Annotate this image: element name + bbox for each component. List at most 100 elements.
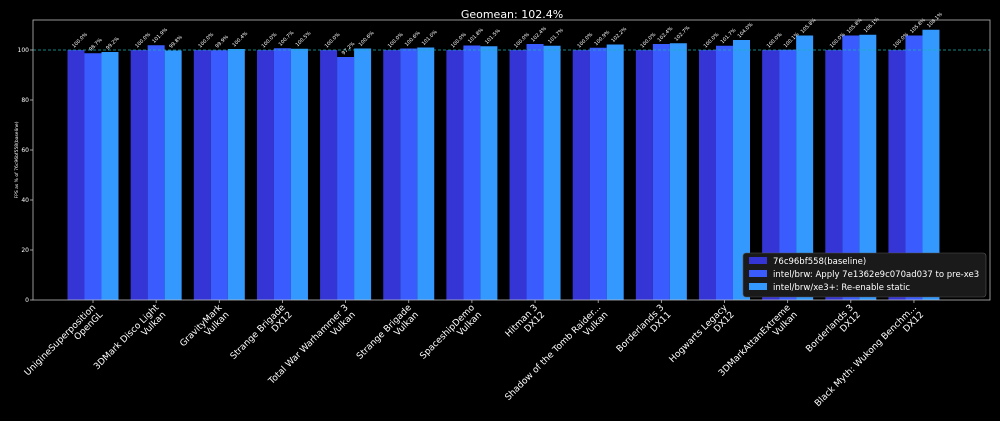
bar-0-series-1 [84, 53, 102, 300]
bar-1-series-2 [164, 50, 182, 300]
bar-8-series-2 [606, 44, 624, 300]
legend-entry: intel/brw: Apply 7e1362e9c070ad037 to pr… [773, 270, 979, 280]
x-tick-label: Borderlands 3DX12 [804, 303, 863, 362]
bar-13-series-1 [905, 35, 923, 300]
bar-11-series-2 [796, 35, 814, 300]
data-label: 100.5% [295, 30, 313, 48]
data-label: 101.7% [547, 27, 565, 45]
bar-12-series-1 [842, 35, 860, 300]
bar-4-series-0 [320, 50, 338, 300]
bar-2-series-2 [227, 49, 245, 300]
legend-swatch [749, 270, 767, 277]
bar-11-series-1 [779, 49, 797, 300]
bar-12-series-0 [825, 50, 843, 300]
data-label: 100.0% [197, 32, 215, 50]
x-tick-label: Hitman 3DX12 [504, 303, 547, 346]
data-label: 100.6% [358, 30, 376, 48]
legend-box [742, 252, 987, 298]
data-label: 102.7% [674, 25, 692, 43]
x-tick-label: Borderlands 3DX11 [615, 303, 674, 362]
data-label: 100.4% [231, 31, 249, 49]
bar-13-series-2 [922, 29, 940, 300]
bar-7-series-2 [543, 45, 561, 300]
bar-5-series-1 [400, 48, 418, 300]
bar-8-series-1 [589, 47, 607, 300]
data-label: 100.0% [324, 32, 342, 50]
x-tick-label-line: Hogwarts Legacy [668, 303, 730, 365]
legend-entry: 76c96bf558(baseline) [773, 257, 866, 267]
bar-3-series-2 [290, 48, 308, 300]
x-tick-label-line: 3DMark Disco Light [92, 303, 161, 372]
bar-10-series-1 [716, 45, 733, 300]
x-tick-label: Strange BrigadeDX12 [229, 303, 295, 369]
bar-7-series-1 [526, 44, 544, 300]
plot-bars [67, 29, 940, 300]
y-tick-label: 20 [21, 247, 29, 254]
y-axis-label: FPS as % of 76c96bf558(baseline) [14, 121, 20, 198]
y-tick-label: 60 [21, 147, 29, 154]
data-label: 100.9% [593, 29, 611, 47]
x-tick-label: Strange BrigadeVulkan [355, 303, 421, 369]
bar-6-series-2 [480, 46, 498, 300]
bar-7-series-0 [509, 50, 527, 300]
bar-5-series-2 [417, 47, 435, 300]
data-label: 102.4% [530, 26, 548, 44]
bar-13-series-0 [888, 50, 906, 300]
bar-10-series-2 [733, 40, 750, 300]
bar-11-series-0 [762, 50, 780, 300]
data-label: 100.0% [576, 32, 594, 50]
data-label: 99.2% [105, 36, 121, 52]
bar-1-series-0 [130, 50, 148, 300]
x-tick-label-line: Black Myth: Wukong Benchm... [813, 303, 919, 409]
bar-1-series-1 [147, 45, 165, 300]
data-label: 102.4% [657, 26, 675, 44]
x-tick-label: 3DMark Disco LightVulkan [92, 303, 168, 379]
x-tick-label: GravityMarkVulkan [178, 303, 232, 357]
data-label: 101.9% [151, 27, 169, 45]
data-label: 99.9% [214, 34, 230, 50]
bar-3-series-0 [256, 50, 274, 300]
legend-swatch [749, 283, 767, 290]
y-tick-label: 0 [25, 297, 29, 304]
data-label: 100.0% [261, 32, 279, 50]
data-label: 100.0% [387, 32, 405, 50]
data-label: 100.6% [404, 30, 422, 48]
data-label: 101.8% [467, 27, 485, 45]
data-label: 100.7% [278, 30, 296, 48]
bar-6-series-0 [446, 50, 464, 300]
bar-4-series-1 [337, 57, 355, 300]
data-label: 99.8% [168, 34, 184, 50]
data-label: 101.0% [421, 29, 439, 47]
y-tick-label: 100 [18, 47, 30, 54]
bar-3-series-1 [273, 48, 291, 300]
data-label: 100.0% [71, 32, 89, 50]
bar-12-series-2 [859, 34, 877, 300]
bar-0-series-2 [101, 52, 119, 300]
data-label: 97.2% [341, 41, 357, 57]
bar-6-series-1 [463, 45, 481, 300]
bar-4-series-2 [354, 48, 372, 300]
data-label: 106.1% [863, 16, 881, 34]
axes-frame [32, 19, 991, 301]
chart-title: Geomean: 102.4% [461, 8, 563, 21]
bar-10-series-0 [699, 50, 716, 300]
x-tick-label-line: UnigineSuperposition [23, 303, 98, 378]
x-tick-label: SpaceshipDemoVulkan [418, 303, 484, 369]
y-tick-label: 80 [21, 97, 29, 104]
x-tick-label: Black Myth: Wukong Benchm...DX12 [813, 303, 926, 416]
legend: 76c96bf558(baseline) intel/brw: Apply 7e1… [742, 252, 987, 298]
bar-9-series-2 [669, 43, 687, 300]
bar-5-series-0 [383, 50, 401, 300]
data-label: 101.5% [484, 28, 502, 46]
bar-0-series-0 [67, 50, 85, 300]
bar-8-series-0 [572, 50, 590, 300]
legend-swatch [749, 257, 767, 264]
data-label: 100.0% [766, 32, 784, 50]
data-label: 104.0% [737, 22, 755, 40]
y-tick-label: 40 [21, 197, 29, 204]
bar-2-series-0 [193, 50, 211, 300]
data-label: 102.2% [610, 26, 628, 44]
legend-entry: intel/brw/xe3+: Re-enable static [773, 283, 910, 293]
x-tick-label: UnigineSuperpositionOpenGL [23, 303, 105, 385]
